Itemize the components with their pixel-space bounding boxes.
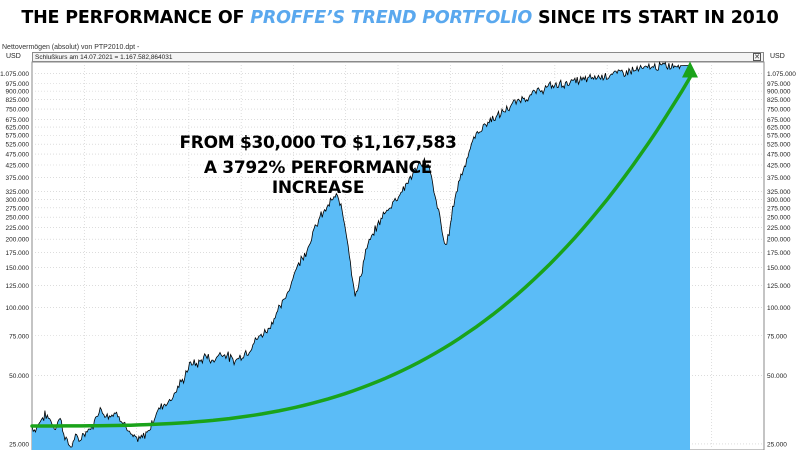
annotation-line-1: FROM $30,000 TO $1,167,583 bbox=[179, 133, 457, 153]
y-tick-label-left: 250.000 bbox=[6, 215, 30, 222]
y-tick-label-right: 250.000 bbox=[767, 215, 791, 222]
y-tick-label-left: 750.000 bbox=[6, 107, 30, 114]
y-tick-label-right: 1.075.000 bbox=[767, 71, 796, 78]
y-tick-label-right: 475.000 bbox=[767, 152, 791, 159]
y-tick-label-right: 825.000 bbox=[767, 97, 791, 104]
y-tick-label-left: 900.000 bbox=[6, 89, 30, 96]
y-tick-label-right: 300.000 bbox=[767, 197, 791, 204]
y-tick-label-right: 425.000 bbox=[767, 162, 791, 169]
y-tick-label-right: 325.000 bbox=[767, 189, 791, 196]
headline-suffix: SINCE ITS START IN 2010 bbox=[532, 8, 779, 28]
y-tick-label-right: 675.000 bbox=[767, 117, 791, 124]
y-tick-label-left: 150.000 bbox=[6, 265, 30, 272]
info-text: Schlußkurs am 14.07.2021 = 1.167.582,864… bbox=[35, 54, 173, 61]
y-tick-label-left: 275.000 bbox=[6, 205, 30, 212]
y-tick-label-left: 25.000 bbox=[9, 441, 29, 448]
y-tick-label-left: 825.000 bbox=[6, 97, 30, 104]
y-tick-label-right: 575.000 bbox=[767, 133, 791, 140]
y-tick-label-left: 175.000 bbox=[6, 250, 30, 257]
y-tick-label-left: 375.000 bbox=[6, 175, 30, 182]
close-icon[interactable]: ✕ bbox=[753, 53, 761, 61]
y-tick-label-right: 625.000 bbox=[767, 125, 791, 132]
currency-right: USD bbox=[770, 53, 785, 60]
trend-arrow-line bbox=[30, 75, 692, 428]
equity-area bbox=[32, 62, 690, 450]
headline: THE PERFORMANCE OF PROFFE’S TREND PORTFO… bbox=[0, 8, 800, 28]
y-tick-label-right: 200.000 bbox=[767, 237, 791, 244]
info-bar: Schlußkurs am 14.07.2021 = 1.167.582,864… bbox=[32, 52, 764, 62]
headline-prefix: THE PERFORMANCE OF bbox=[21, 8, 251, 28]
headline-accent: PROFFE’S TREND PORTFOLIO bbox=[250, 8, 533, 28]
annotation-line-2: A 3792% PERFORMANCE INCREASE bbox=[203, 158, 433, 198]
y-tick-label-right: 175.000 bbox=[767, 250, 791, 257]
y-tick-label-left: 525.000 bbox=[6, 142, 30, 149]
y-tick-label-right: 375.000 bbox=[767, 175, 791, 182]
currency-left: USD bbox=[6, 53, 21, 60]
y-tick-label-left: 300.000 bbox=[6, 197, 30, 204]
y-tick-label-right: 125.000 bbox=[767, 283, 791, 290]
y-tick-label-left: 425.000 bbox=[6, 162, 30, 169]
y-tick-label-left: 1.075.000 bbox=[0, 71, 29, 78]
y-tick-label-right: 750.000 bbox=[767, 107, 791, 114]
y-tick-label-right: 975.000 bbox=[767, 81, 791, 88]
y-tick-label-left: 50.000 bbox=[9, 373, 29, 380]
y-tick-label-left: 225.000 bbox=[6, 225, 30, 232]
y-tick-label-right: 75.000 bbox=[767, 333, 787, 340]
y-tick-label-left: 625.000 bbox=[6, 125, 30, 132]
y-tick-label-left: 75.000 bbox=[9, 333, 29, 340]
y-tick-label-left: 125.000 bbox=[6, 283, 30, 290]
equity-line bbox=[31, 61, 690, 448]
y-tick-label-left: 325.000 bbox=[6, 189, 30, 196]
trend-arrow-head bbox=[682, 61, 698, 78]
y-tick-label-left: 975.000 bbox=[6, 81, 30, 88]
y-tick-label-right: 150.000 bbox=[767, 265, 791, 272]
chart-plot: 25.000 25.000 50.000 50.000 75.000 75.000 100.… bbox=[0, 61, 796, 450]
y-tick-label-left: 475.000 bbox=[6, 152, 30, 159]
y-tick-label-right: 525.000 bbox=[767, 142, 791, 149]
y-tick-label-left: 675.000 bbox=[6, 117, 30, 124]
y-tick-label-right: 275.000 bbox=[767, 205, 791, 212]
window-title: Nettovermögen (absolut) von PTP2010.dpt … bbox=[2, 44, 140, 51]
y-tick-label-left: 200.000 bbox=[6, 237, 30, 244]
y-tick-label-right: 100.000 bbox=[767, 305, 791, 312]
y-tick-label-right: 25.000 bbox=[767, 441, 787, 448]
y-tick-label-right: 225.000 bbox=[767, 225, 791, 232]
y-tick-label-left: 575.000 bbox=[6, 133, 30, 140]
y-tick-label-right: 50.000 bbox=[767, 373, 787, 380]
y-tick-label-right: 900.000 bbox=[767, 89, 791, 96]
y-tick-label-left: 100.000 bbox=[6, 305, 30, 312]
